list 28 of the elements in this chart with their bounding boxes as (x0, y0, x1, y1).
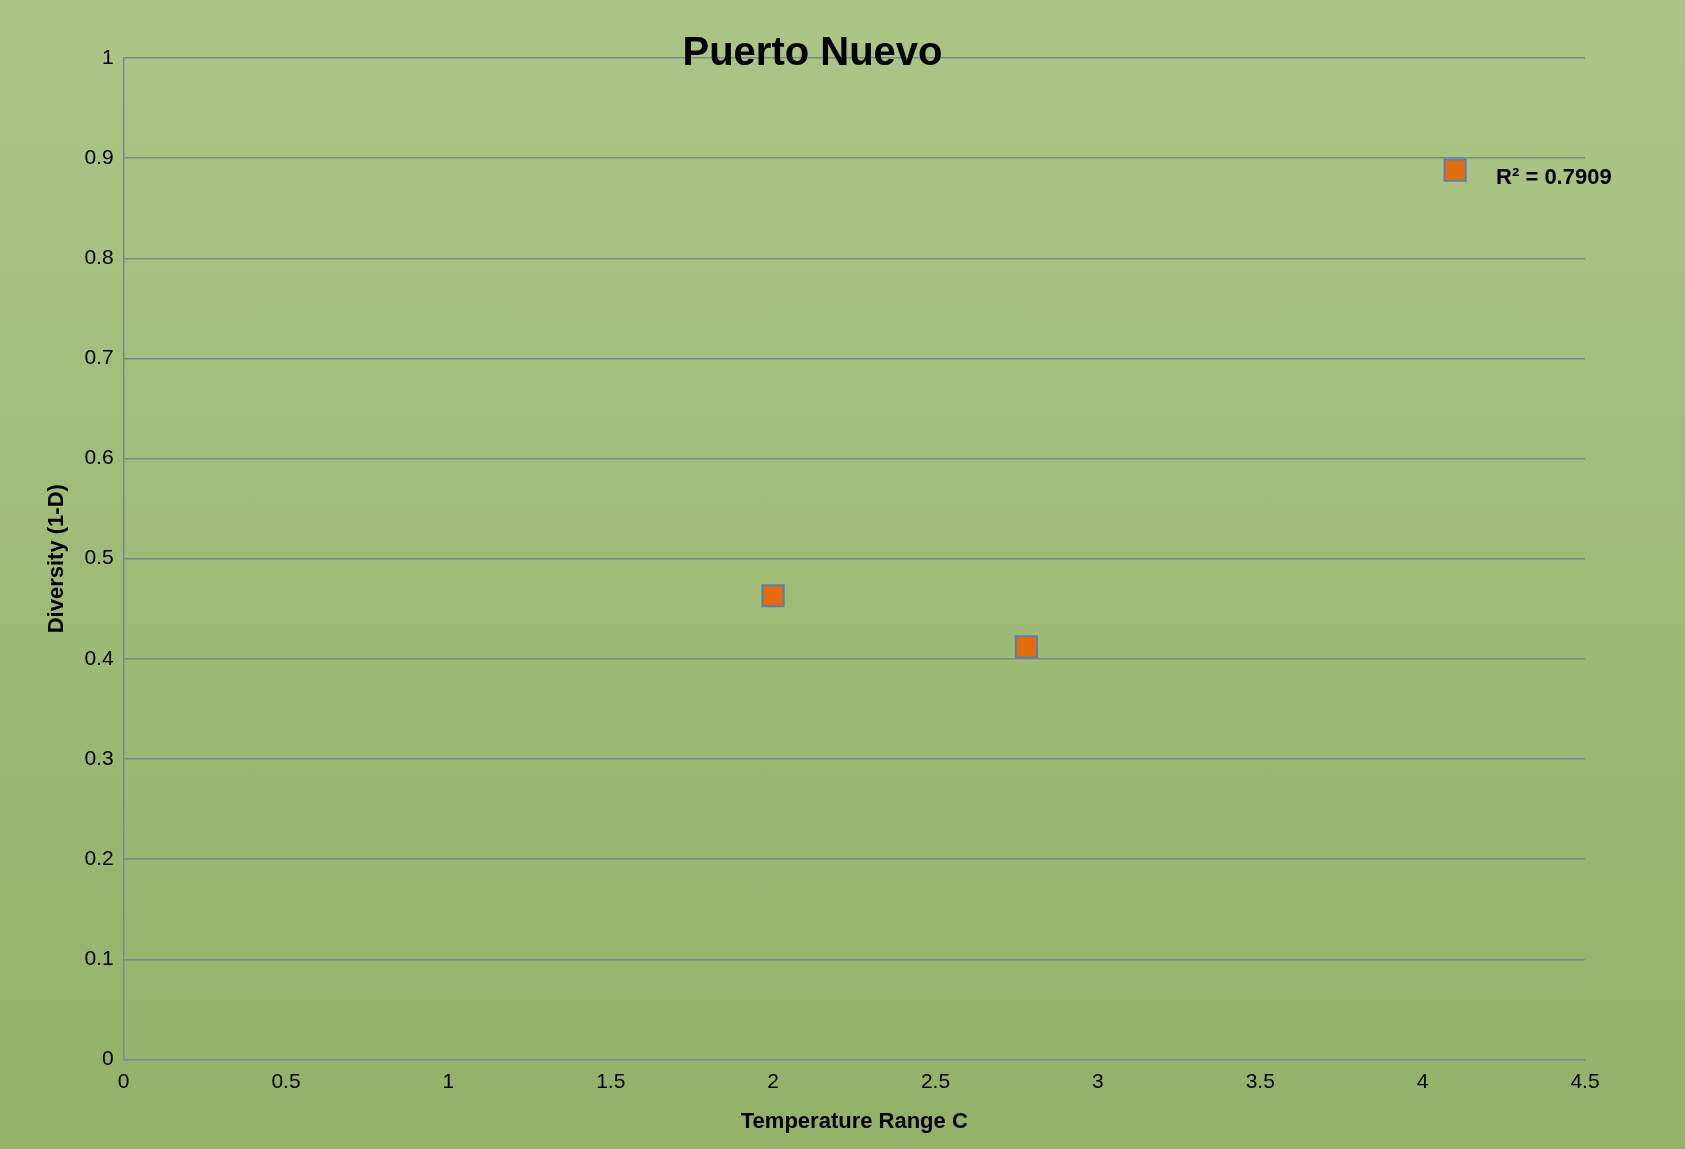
point (761, 584, 785, 608)
x-tick-label: 1.5 (596, 1068, 626, 1092)
point (1014, 635, 1039, 659)
y-tick-label: 0.1 (84, 946, 114, 970)
y-tick-label: 0.4 (84, 645, 114, 669)
x-axis-title: Temperature Range C (740, 1107, 968, 1133)
x-tick-label: 4 (1416, 1068, 1429, 1092)
x-tick-label: 1 (442, 1068, 455, 1092)
x-tick-label: 4.5 (1570, 1068, 1600, 1092)
x-tick-label: 0 (117, 1068, 130, 1092)
y-tick-label: 0.9 (84, 144, 114, 168)
y-tick-label: 0.5 (84, 545, 114, 569)
chart-title: Puerto Nuevo (682, 29, 943, 74)
y-tick-label: 0.7 (84, 345, 114, 369)
y-tick-label: 0 (101, 1046, 114, 1070)
x-tick-label: 2 (767, 1068, 779, 1092)
x-tick-label: 3 (1092, 1068, 1104, 1092)
y-tick-label: 0.6 (84, 445, 114, 469)
point (1443, 158, 1467, 182)
y-tick-label: 0.2 (84, 845, 114, 869)
y-tick-label: 0.8 (84, 245, 114, 269)
x-tick-label: 0.5 (271, 1068, 301, 1092)
x-tick-label: 3.5 (1245, 1068, 1275, 1092)
x-tick-label: 2.5 (920, 1068, 951, 1092)
y-tick-label: 0.3 (84, 745, 114, 769)
y-axis-title: Diversity (1-D) (43, 484, 69, 634)
y-tick-label: 1 (101, 44, 114, 68)
annotation: R² = 0.7909 (1496, 164, 1612, 190)
